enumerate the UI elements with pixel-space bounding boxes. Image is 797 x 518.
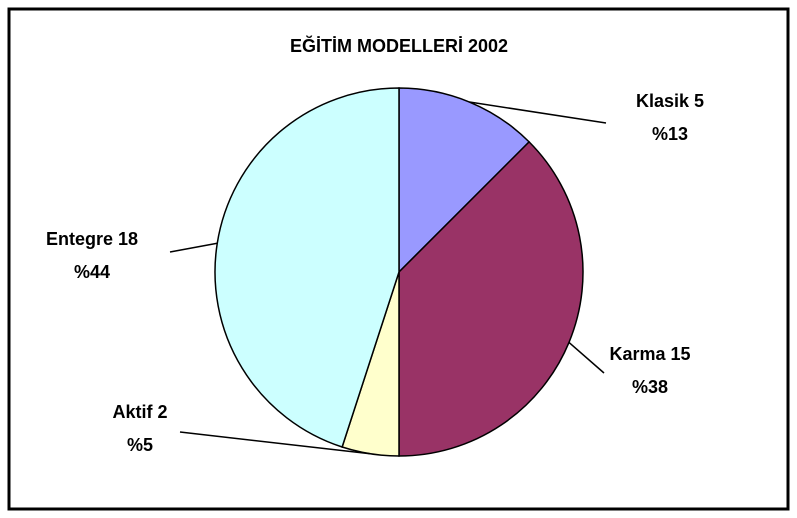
percent-label: %13 [652,124,688,144]
value-label: 2 [158,402,168,422]
percent-label: %38 [632,377,668,397]
category-label: Aktif [112,402,153,422]
pie-slice [398,87,531,274]
leader-line [568,341,605,374]
chart-title: EĞİTİM MODELLERİ 2002 [290,35,508,56]
percent-label: %5 [127,435,153,455]
pie-slice [214,87,400,448]
category-label: Klasik [636,91,690,111]
leader-line [179,431,371,455]
category-label: Karma [609,344,666,364]
value-label: 15 [671,344,691,364]
leader-line [169,242,218,253]
leader-line [469,101,607,124]
percent-label: %44 [74,262,110,282]
slice-label: Entegre 18 [46,229,138,249]
category-label: Entegre [46,229,113,249]
slice-label: Aktif 2 [112,402,167,422]
value-label: 18 [118,229,138,249]
value-label: 5 [694,91,704,111]
slice-label: Klasik 5 [636,91,704,111]
slice-label: Karma 15 [609,344,690,364]
pie-slice [398,140,584,457]
